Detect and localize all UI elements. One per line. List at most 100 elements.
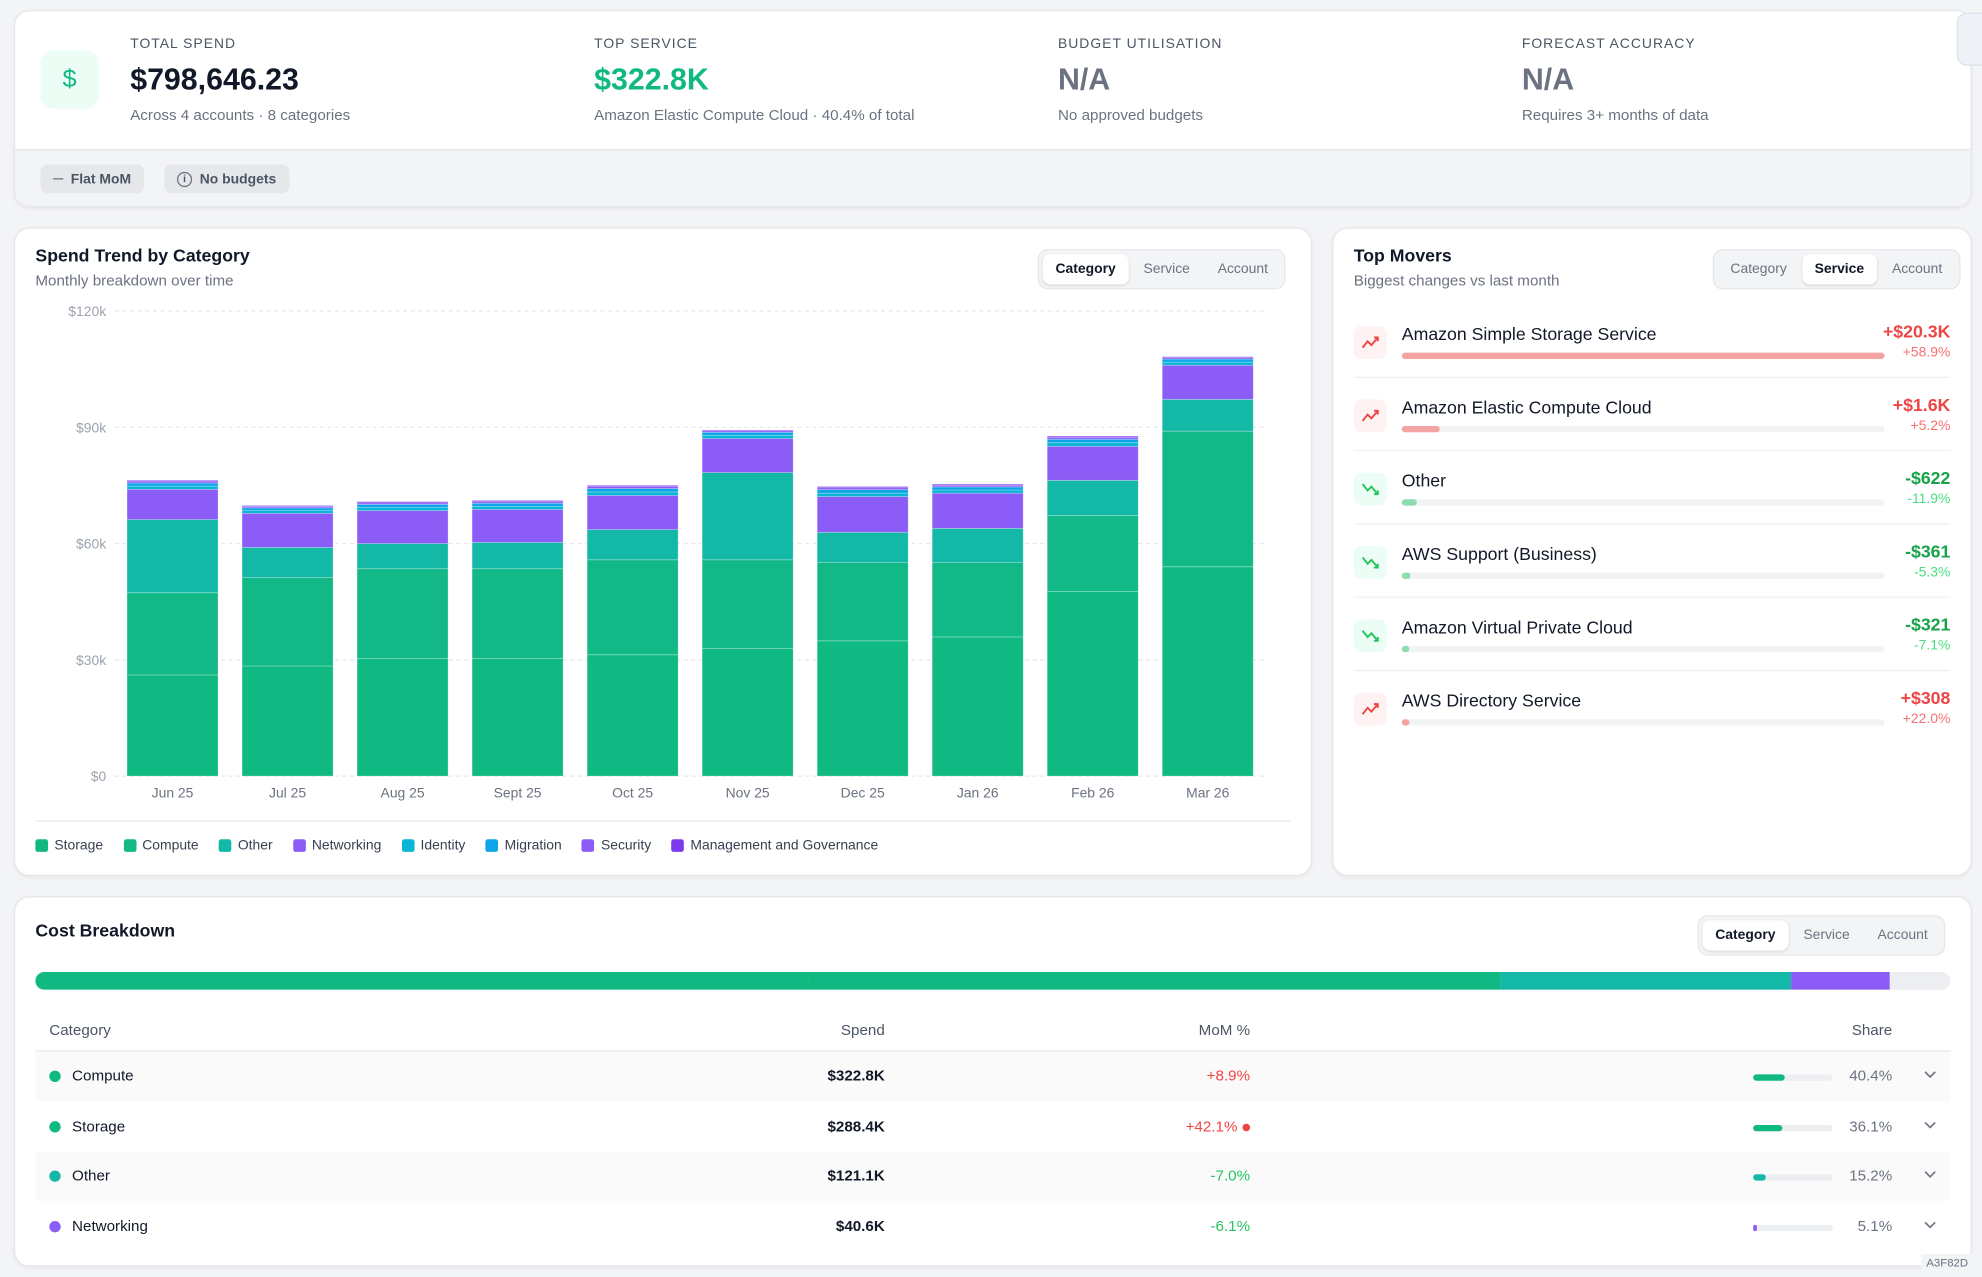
mover-bar — [1401, 719, 1410, 726]
bar-segment — [931, 492, 1024, 529]
arrow-head — [1373, 336, 1379, 342]
expand-chevron[interactable] — [1923, 1165, 1938, 1180]
bar-segment — [126, 592, 219, 676]
chart: $0 $30k $60k $90k $120k Jun 25 Jul 25 Aug 25 Sep… — [68, 303, 1266, 801]
spend: $322.8K — [827, 1066, 885, 1085]
category-dot — [49, 1170, 61, 1182]
chevron-icon — [1924, 1171, 1936, 1178]
bar-segment — [241, 577, 334, 667]
mover-bar — [1401, 352, 1885, 359]
bar-segment — [586, 491, 679, 496]
mom: -7.0% — [1210, 1166, 1251, 1185]
mover-amount: -$622 — [1905, 467, 1951, 488]
chevron-icon — [1924, 1121, 1936, 1129]
legend-label: Compute — [142, 838, 199, 854]
share-fill — [1753, 1124, 1782, 1131]
bar-segment — [931, 489, 1024, 494]
column-header: Spend — [840, 1021, 885, 1040]
row-divider — [1353, 449, 1951, 452]
y-tick-label: $0 — [91, 768, 107, 784]
tab[interactable]: Account — [1891, 261, 1943, 277]
mover-pct: -7.1% — [1914, 638, 1951, 654]
segmented-control: Category Service Account — [1037, 249, 1286, 290]
expand-chevron[interactable] — [1923, 1115, 1938, 1130]
bar-segment — [356, 568, 449, 660]
arrow-line — [1361, 630, 1379, 642]
bar-segment — [816, 531, 909, 563]
arrow — [1361, 336, 1379, 349]
mover-amount: -$321 — [1905, 614, 1951, 635]
bar-segment — [816, 492, 909, 497]
share-bar — [35, 972, 1951, 990]
bar-segment — [356, 510, 449, 544]
expand-chevron[interactable] — [1923, 1215, 1938, 1230]
bar-segment — [126, 488, 219, 520]
tab[interactable]: Service — [1802, 254, 1877, 285]
trend-icon — [1353, 619, 1387, 653]
arrow — [1361, 409, 1379, 422]
mover-amount: +$20.3K — [1882, 321, 1951, 342]
bar-segment — [586, 654, 679, 777]
bar-segment — [126, 485, 219, 490]
status-strip: Flat MoM i No budgets — [15, 149, 1971, 207]
legend-label: Management and Governance — [690, 838, 879, 854]
mover-track — [1401, 572, 1885, 579]
flat-icon — [53, 178, 64, 180]
tab[interactable]: Service — [1803, 927, 1850, 943]
bar-segment — [701, 431, 794, 436]
share-fill — [1753, 1174, 1766, 1181]
spend-icon: $ — [40, 50, 99, 109]
bar-segment — [701, 559, 794, 649]
tab[interactable]: Account — [1217, 261, 1268, 277]
legend-label: Networking — [311, 838, 382, 854]
cost-breakdown-card: Cost Breakdown Category Service Account Cat… — [13, 896, 1972, 1267]
bar-segment — [931, 636, 1024, 777]
bar-segment — [241, 665, 334, 777]
chevron — [1924, 1121, 1936, 1129]
mover-amount: -$361 — [1905, 540, 1951, 562]
row-divider — [1353, 376, 1951, 378]
tab[interactable]: Service — [1143, 261, 1190, 277]
bar-segment — [1046, 515, 1139, 592]
arrow-head — [1373, 490, 1379, 496]
tab[interactable]: Account — [1877, 927, 1928, 943]
category-dot — [49, 1070, 61, 1082]
legend-swatch — [218, 839, 232, 852]
chip-label: Flat MoM — [70, 171, 132, 187]
mover-name: AWS Directory Service — [1401, 690, 1582, 711]
kpi-sub: No approved budgets — [1057, 106, 1204, 124]
mover-track — [1401, 719, 1885, 726]
arrow — [1361, 630, 1379, 642]
bar-segment — [1046, 442, 1139, 447]
legend-label: Migration — [504, 838, 562, 854]
bar-segment — [126, 674, 219, 777]
side-button[interactable] — [1956, 12, 1982, 66]
tab[interactable]: Category — [1042, 254, 1129, 285]
mover-name: Amazon Simple Storage Service — [1401, 323, 1657, 344]
expand-chevron[interactable] — [1923, 1066, 1938, 1081]
kpi-sub: Requires 3+ months of data — [1521, 106, 1709, 124]
mover-amount: +$1.6K — [1892, 394, 1951, 415]
share-segment — [1500, 972, 1792, 990]
bar-segment — [1046, 435, 1139, 438]
share-segment — [35, 972, 810, 990]
mover-pct: -11.9% — [1907, 491, 1951, 507]
trend-icon — [1353, 546, 1387, 579]
bar-segment — [816, 640, 909, 777]
arrow-line — [1361, 556, 1379, 569]
legend-item: Identity — [401, 838, 465, 853]
tab[interactable]: Category — [1702, 920, 1789, 951]
table-row — [35, 1151, 1951, 1201]
kpi-label: TOTAL SPEND — [130, 36, 237, 52]
x-tick-label: Nov 25 — [726, 785, 770, 801]
card-subtitle: Biggest changes vs last month — [1353, 271, 1560, 290]
spend: $288.4K — [827, 1116, 885, 1135]
category-name: Networking — [72, 1216, 148, 1235]
legend-swatch — [485, 839, 499, 852]
bar-segment — [356, 501, 449, 504]
bar-segment — [586, 488, 679, 493]
bar-segment — [931, 483, 1024, 486]
tab[interactable]: Category — [1730, 261, 1787, 277]
kpi-sub: Amazon Elastic Compute Cloud · 40.4% of … — [594, 106, 915, 124]
mover-pct: +58.9% — [1902, 345, 1951, 361]
